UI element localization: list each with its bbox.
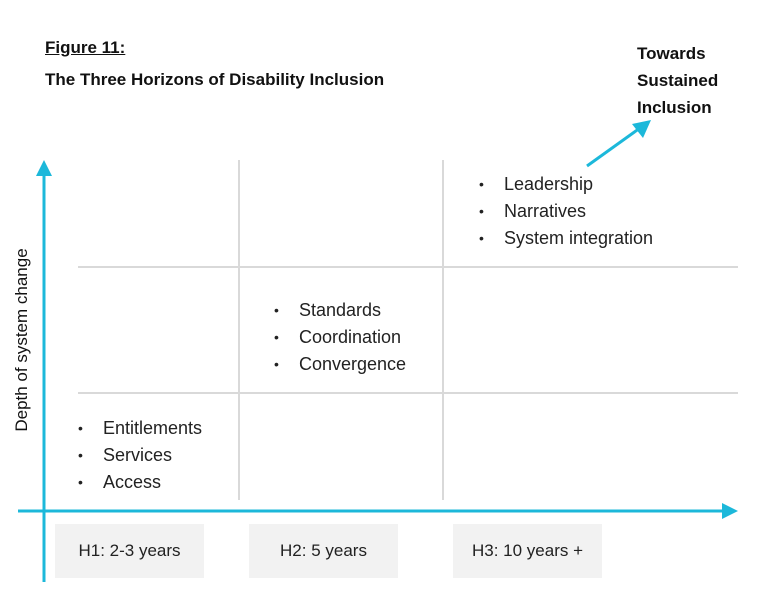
list-item: Coordination xyxy=(274,324,406,351)
corner-label-line: Sustained xyxy=(637,71,719,90)
trend-arrowhead xyxy=(632,120,651,138)
list-item: Access xyxy=(78,469,202,496)
corner-label-line: Towards xyxy=(637,44,706,63)
h3-items: Leadership Narratives System integration xyxy=(479,171,653,252)
x-axis-arrowhead xyxy=(722,503,738,519)
grid-line-horizontal-1 xyxy=(78,266,738,268)
list-item: Leadership xyxy=(479,171,653,198)
grid-line-horizontal-2 xyxy=(78,392,738,394)
corner-label-line: Inclusion xyxy=(637,98,712,117)
list-item: Convergence xyxy=(274,351,406,378)
horizon-label-h3: H3: 10 years + xyxy=(453,524,602,578)
figure-title: The Three Horizons of Disability Inclusi… xyxy=(45,70,385,89)
grid-line-vertical-2 xyxy=(442,160,444,500)
y-axis-arrowhead xyxy=(36,160,52,176)
list-item: Standards xyxy=(274,297,406,324)
h2-items: Standards Coordination Convergence xyxy=(274,297,406,378)
list-item: Services xyxy=(78,442,202,469)
horizon-label-h1: H1: 2-3 years xyxy=(55,524,204,578)
h1-items: Entitlements Services Access xyxy=(78,415,202,496)
list-item: Narratives xyxy=(479,198,653,225)
corner-label: Towards Sustained Inclusion xyxy=(637,40,757,121)
list-item: System integration xyxy=(479,225,653,252)
horizon-label-h2: H2: 5 years xyxy=(249,524,398,578)
list-item: Entitlements xyxy=(78,415,202,442)
grid-line-vertical-1 xyxy=(238,160,240,500)
figure-label: Figure 11: xyxy=(45,38,126,57)
trend-arrow-line xyxy=(586,126,641,168)
